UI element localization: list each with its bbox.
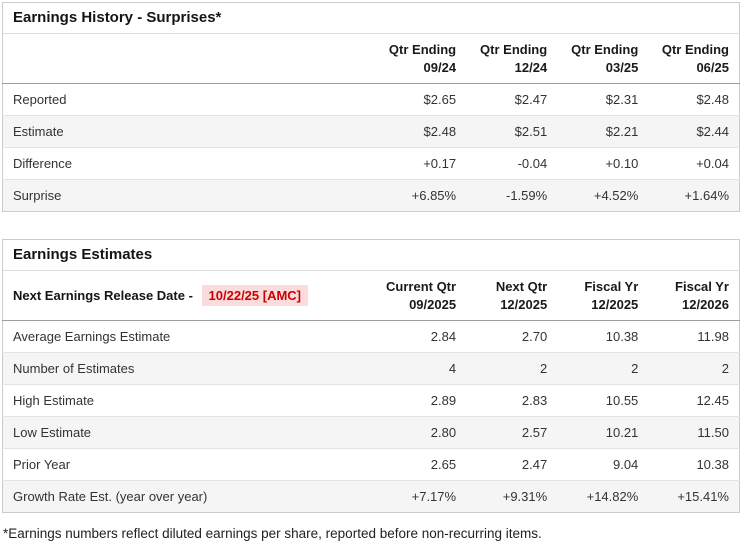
cell-value: +1.64% xyxy=(648,179,740,212)
cell-value: -0.04 xyxy=(466,147,558,180)
cell-value: +0.17 xyxy=(374,147,467,180)
cell-value: +15.41% xyxy=(648,480,740,513)
estimates-col-header-1: Current Qtr 09/2025 xyxy=(374,270,467,322)
cell-value: $2.44 xyxy=(648,115,740,148)
row-label: Reported xyxy=(13,92,67,108)
table-row-estimate: Estimate $2.48 $2.51 $2.21 $2.44 xyxy=(2,115,740,148)
surprises-empty-header-cell xyxy=(2,33,375,85)
cell-value: 2.80 xyxy=(374,416,467,449)
table-row-reported: Reported $2.65 $2.47 $2.31 $2.48 xyxy=(3,84,740,116)
next-earnings-release-cell: Next Earnings Release Date - 10/22/25 [A… xyxy=(2,270,375,322)
col-header-line2: 12/24 xyxy=(514,59,548,75)
row-label: Growth Rate Est. (year over year) xyxy=(2,480,375,513)
col-header-line2: 12/2026 xyxy=(682,296,729,312)
row-label: Difference xyxy=(2,147,375,180)
col-header-line2: 09/24 xyxy=(423,59,457,75)
table-row-average-earnings-estimate: Average Earnings Estimate 2.84 2.70 10.3… xyxy=(3,321,740,353)
col-header-line1: Current Qtr xyxy=(386,279,457,295)
table-row-number-of-estimates: Number of Estimates 4 2 2 2 xyxy=(2,352,740,385)
cell-value: 11.98 xyxy=(697,329,729,345)
cell-value: 2.65 xyxy=(374,448,467,481)
cell-value: 10.55 xyxy=(557,384,649,417)
release-date-badge: 10/22/25 [AMC] xyxy=(201,284,309,307)
col-header-line1: Fiscal Yr xyxy=(675,279,729,295)
cell-value: $2.48 xyxy=(696,92,729,108)
cell-value: $2.21 xyxy=(557,115,649,148)
row-label: High Estimate xyxy=(2,384,375,417)
table-row-prior-year: Prior Year 2.65 2.47 9.04 10.38 xyxy=(2,448,740,481)
cell-value: 2.57 xyxy=(466,416,558,449)
surprises-col-header-4: Qtr Ending 06/25 xyxy=(648,33,740,85)
cell-value: 2.47 xyxy=(466,448,558,481)
cell-value: 2 xyxy=(466,352,558,385)
surprises-col-header-1: Qtr Ending 09/24 xyxy=(374,33,467,85)
surprises-column-header-row: Qtr Ending 09/24 Qtr Ending 12/24 Qtr En… xyxy=(2,33,740,85)
surprises-title-row: Earnings History - Surprises* xyxy=(2,2,740,34)
table-row-low-estimate: Low Estimate 2.80 2.57 10.21 11.50 xyxy=(2,416,740,449)
row-label: Average Earnings Estimate xyxy=(13,329,171,345)
estimates-col-header-3: Fiscal Yr 12/2025 xyxy=(557,270,649,322)
cell-value: $2.65 xyxy=(423,92,457,108)
cell-value: 2.70 xyxy=(521,329,548,345)
cell-value: 11.50 xyxy=(648,416,740,449)
col-header-line1: Qtr Ending xyxy=(388,42,457,57)
cell-value: 10.38 xyxy=(605,329,639,345)
cell-value: +9.31% xyxy=(466,480,558,513)
cell-value: 12.45 xyxy=(648,384,740,417)
cell-value: 9.04 xyxy=(557,448,649,481)
cell-value: -1.59% xyxy=(466,179,558,212)
estimates-col-header-2: Next Qtr 12/2025 xyxy=(466,270,558,322)
cell-value: 2 xyxy=(557,352,649,385)
row-label: Estimate xyxy=(2,115,375,148)
estimates-col-header-4: Fiscal Yr 12/2026 xyxy=(648,270,740,322)
col-header-line2: 12/2025 xyxy=(500,296,548,312)
surprises-col-header-2: Qtr Ending 12/24 xyxy=(466,33,558,85)
cell-value: 2 xyxy=(648,352,740,385)
cell-value: +14.82% xyxy=(557,480,649,513)
row-label: Low Estimate xyxy=(2,416,375,449)
col-header-line1: Next Qtr xyxy=(495,279,548,295)
cell-value: $2.47 xyxy=(514,92,548,108)
col-header-line2: 03/25 xyxy=(605,59,639,75)
table-gap xyxy=(2,212,740,239)
table-row-surprise: Surprise +6.85% -1.59% +4.52% +1.64% xyxy=(2,179,740,212)
cell-value: +4.52% xyxy=(557,179,649,212)
row-label: Surprise xyxy=(2,179,375,212)
earnings-estimates-table: Earnings Estimates Next Earnings Release… xyxy=(2,239,740,514)
surprises-table-title: Earnings History - Surprises* xyxy=(2,2,740,34)
cell-value: +7.17% xyxy=(374,480,467,513)
estimates-table-title: Earnings Estimates xyxy=(2,239,740,272)
col-header-line2: 12/2025 xyxy=(591,296,639,312)
earnings-footnote: *Earnings numbers reflect diluted earnin… xyxy=(3,526,542,542)
cell-value: 4 xyxy=(374,352,467,385)
cell-value: +6.85% xyxy=(374,179,467,212)
release-date-label: Next Earnings Release Date - xyxy=(13,287,193,303)
cell-value: 2.89 xyxy=(374,384,467,417)
row-label: Prior Year xyxy=(2,448,375,481)
table-row-growth-rate-estimate: Growth Rate Est. (year over year) +7.17%… xyxy=(2,480,740,513)
cell-value: $2.48 xyxy=(374,115,467,148)
cell-value: 10.38 xyxy=(648,448,740,481)
table-row-high-estimate: High Estimate 2.89 2.83 10.55 12.45 xyxy=(2,384,740,417)
col-header-line1: Fiscal Yr xyxy=(584,279,639,295)
surprises-col-header-3: Qtr Ending 03/25 xyxy=(557,33,649,85)
col-header-line1: Qtr Ending xyxy=(480,42,548,57)
earnings-history-surprises-table: Earnings History - Surprises* Qtr Ending… xyxy=(2,2,740,213)
col-header-line1: Qtr Ending xyxy=(661,42,729,57)
cell-value: $2.51 xyxy=(466,115,558,148)
estimates-title-row: Earnings Estimates xyxy=(2,239,740,272)
col-header-line2: 09/2025 xyxy=(409,296,457,312)
cell-value: 2.83 xyxy=(466,384,558,417)
cell-value: $2.31 xyxy=(605,92,639,108)
cell-value: 2.84 xyxy=(430,329,457,345)
cell-value: +0.04 xyxy=(648,147,740,180)
cell-value: +0.10 xyxy=(557,147,649,180)
col-header-line1: Qtr Ending xyxy=(571,42,639,57)
estimates-column-header-row: Next Earnings Release Date - 10/22/25 [A… xyxy=(2,270,740,322)
row-label: Number of Estimates xyxy=(2,352,375,385)
table-row-difference: Difference +0.17 -0.04 +0.10 +0.04 xyxy=(2,147,740,180)
col-header-line2: 06/25 xyxy=(696,59,729,75)
cell-value: 10.21 xyxy=(557,416,649,449)
